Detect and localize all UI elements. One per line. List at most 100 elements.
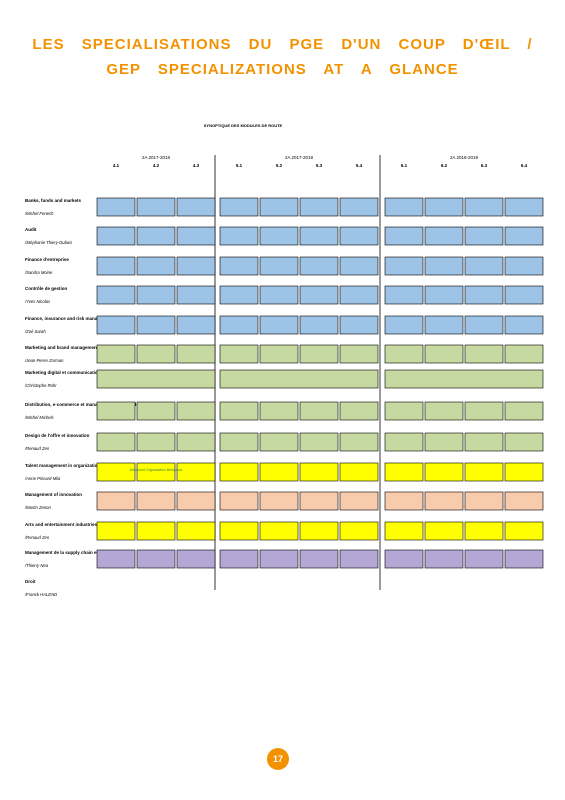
- module-cell: [299, 197, 339, 217]
- module-cell: [219, 401, 259, 421]
- module-cell: [219, 521, 259, 541]
- row-name: Banks, funds and markets: [25, 198, 82, 203]
- row-manager: /Martin Zenon: [24, 505, 52, 510]
- module-cell: [504, 197, 544, 217]
- module-cell: [299, 432, 339, 452]
- row-name: Design de l'offre et innovation: [25, 433, 90, 438]
- module-cell: [136, 549, 176, 569]
- row-manager: /Jean-Pierre Zorman: [24, 358, 64, 363]
- row-name: Finance, insurance and risk management: [25, 316, 114, 321]
- module-cell: [464, 256, 504, 276]
- module-cell: [384, 344, 424, 364]
- module-cell: [299, 256, 339, 276]
- module-cell: [299, 549, 339, 569]
- synopsis-title: SYNOPTIQUE DES MODULES DE ROUTE: [204, 123, 283, 128]
- row-name: Marketing and brand management: [25, 345, 99, 350]
- module-cell: [136, 344, 176, 364]
- module-cell: [384, 256, 424, 276]
- module-cell: [504, 462, 544, 482]
- module-cell: [136, 521, 176, 541]
- module-cell: [176, 197, 216, 217]
- module-cell: [96, 369, 216, 389]
- module-cell: [384, 491, 424, 511]
- module-cell: [339, 432, 379, 452]
- module-cell: [136, 432, 176, 452]
- module-cell: [96, 285, 136, 305]
- period-label: 2A 2017-2018: [142, 155, 171, 160]
- module-cell: [504, 344, 544, 364]
- title-line: LES SPECIALISATIONS DU PGE D'UN COUP D'Œ…: [32, 36, 533, 53]
- module-cell: [339, 549, 379, 569]
- module-cell: [424, 432, 464, 452]
- module-cell: [504, 315, 544, 335]
- cell-note: Advanced Organization Behaviour: [129, 468, 183, 472]
- module-cell: [339, 462, 379, 482]
- module-cell: [176, 491, 216, 511]
- module-cell: [384, 549, 424, 569]
- module-cell: [464, 521, 504, 541]
- module-cell: [504, 549, 544, 569]
- module-cell: [176, 462, 216, 482]
- row-manager: /Stéphanie Thiery-Dubuis: [24, 240, 73, 245]
- row-name: Arts and entertainment industries manage…: [25, 522, 127, 527]
- module-cell: [96, 226, 136, 246]
- module-cell: [219, 344, 259, 364]
- row-name: Distribution, e-commerce et management d…: [25, 402, 159, 407]
- module-cell: [504, 256, 544, 276]
- title-line: GEP SPECIALIZATIONS AT A GLANCE: [106, 61, 459, 78]
- module-cell: [136, 256, 176, 276]
- module-label: 4.2: [153, 163, 160, 168]
- module-cell: [259, 549, 299, 569]
- module-cell: [299, 491, 339, 511]
- row-name: Finance d'entreprise: [25, 257, 69, 262]
- module-cell: [464, 197, 504, 217]
- module-cell: [339, 315, 379, 335]
- module-cell: [136, 315, 176, 335]
- row-manager: /Renaud Zen: [24, 535, 50, 540]
- module-cell: [384, 315, 424, 335]
- module-cell: [424, 549, 464, 569]
- row-name: Management de la supply chain et des ach…: [25, 550, 123, 555]
- module-label: 6.3: [481, 163, 488, 168]
- module-cell: [339, 401, 379, 421]
- module-cell: [299, 315, 339, 335]
- module-cell: [136, 401, 176, 421]
- module-cell: [96, 401, 136, 421]
- module-cell: [504, 285, 544, 305]
- row-name: Droit: [25, 579, 36, 584]
- module-cell: [424, 521, 464, 541]
- module-cell: [259, 521, 299, 541]
- module-cell: [96, 256, 136, 276]
- module-cell: [176, 344, 216, 364]
- module-cell: [424, 344, 464, 364]
- module-cell: [384, 521, 424, 541]
- module-cell: [176, 315, 216, 335]
- module-cell: [176, 285, 216, 305]
- module-label: 4.3: [193, 163, 200, 168]
- module-cell: [259, 315, 299, 335]
- module-cell: [219, 432, 259, 452]
- row-manager: /Michel Fenech: [24, 211, 54, 216]
- module-cell: [424, 315, 464, 335]
- module-cell: [219, 491, 259, 511]
- module-cell: [176, 521, 216, 541]
- module-cell: [219, 285, 259, 305]
- row-name: Audit: [25, 227, 37, 232]
- module-cell: [384, 401, 424, 421]
- module-cell: [339, 491, 379, 511]
- module-cell: [384, 369, 544, 389]
- module-cell: [259, 401, 299, 421]
- module-cell: [219, 462, 259, 482]
- module-cell: [339, 226, 379, 246]
- module-cell: [96, 315, 136, 335]
- module-cell: [339, 197, 379, 217]
- module-cell: [176, 401, 216, 421]
- module-cell: [96, 197, 136, 217]
- module-cell: [384, 285, 424, 305]
- module-cell: [96, 549, 136, 569]
- module-cell: [299, 285, 339, 305]
- row-manager: /Sandra Moine: [24, 270, 53, 275]
- synopsis-grid: SYNOPTIQUE DES MODULES DE ROUTE 2A 2017-…: [24, 123, 544, 597]
- module-cell: [96, 521, 136, 541]
